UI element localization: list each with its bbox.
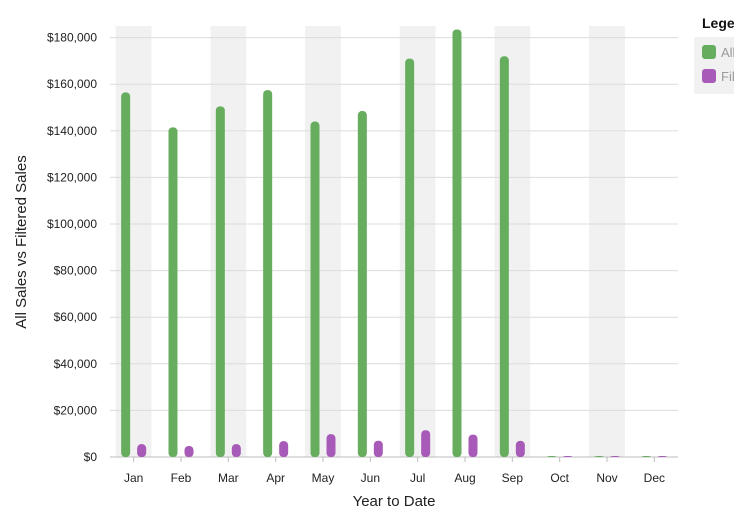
bar-all-feb	[168, 127, 178, 457]
bar-filtered-dec	[657, 456, 667, 457]
bar-filtered-aug	[468, 434, 478, 457]
x-tick-label: Dec	[644, 471, 665, 485]
x-tick-label: Nov	[596, 471, 617, 485]
x-tick-label: Jun	[361, 471, 380, 485]
x-tick-label: Aug	[454, 471, 475, 485]
bar-filtered-oct	[563, 456, 573, 457]
x-tick-label: Sep	[502, 471, 524, 485]
bar-all-mar	[215, 106, 225, 458]
bar-filtered-jun	[373, 440, 383, 457]
x-tick-label: Mar	[218, 471, 239, 485]
y-tick-label: $60,000	[54, 310, 98, 324]
bars	[121, 29, 667, 458]
y-tick-label: $80,000	[54, 264, 98, 278]
bar-all-may	[310, 121, 320, 457]
bar-all-nov	[594, 456, 604, 457]
y-tick-label: $0	[84, 450, 98, 464]
x-tick-label: Jan	[124, 471, 143, 485]
y-tick-label: $180,000	[47, 31, 97, 45]
x-tick-label: Jul	[410, 471, 425, 485]
y-axis-ticks: $0 $20,000 $40,000 $60,000 $80,000 $100,000 $1…	[47, 31, 97, 464]
bar-all-jun	[357, 111, 367, 458]
alternating-bands	[115, 26, 625, 457]
bar-all-aug	[452, 29, 462, 457]
bar-all-apr	[263, 90, 273, 457]
band-jan	[115, 26, 152, 457]
legend-label-filtered: Fil	[721, 69, 734, 84]
y-tick-label: $40,000	[54, 357, 98, 371]
bar-all-jul	[405, 58, 415, 458]
band-sep	[494, 26, 531, 457]
x-tick-label: Apr	[266, 471, 285, 485]
y-tick-label: $100,000	[47, 217, 97, 231]
legend-label-all: All	[721, 45, 734, 60]
band-mar	[210, 26, 247, 457]
y-tick-label: $160,000	[47, 77, 97, 91]
x-tick-label: May	[312, 471, 335, 485]
bar-filtered-may	[326, 434, 336, 457]
bar-filtered-feb	[184, 446, 194, 457]
band-nov	[589, 26, 625, 457]
y-tick-label: $140,000	[47, 124, 97, 138]
bar-filtered-nov	[610, 456, 620, 457]
bar-filtered-mar	[231, 444, 241, 457]
x-tick-label: Oct	[550, 471, 569, 485]
y-tick-label: $20,000	[54, 403, 98, 417]
y-tick-label: $120,000	[47, 170, 97, 184]
bar-filtered-apr	[279, 441, 289, 457]
legend-swatch-all	[702, 45, 716, 59]
band-jul	[399, 26, 436, 457]
band-may	[305, 26, 341, 457]
bar-filtered-jan	[137, 444, 147, 457]
bar-all-oct	[547, 456, 557, 457]
gridlines	[110, 37, 678, 458]
y-axis-label: All Sales vs Filtered Sales	[13, 155, 30, 328]
x-axis-ticks: Jan Feb Mar Apr May Jun Jul Aug Sep Oct Nov Dec	[124, 457, 665, 485]
x-tick-label: Feb	[171, 471, 192, 485]
x-axis-label: Year to Date	[353, 493, 436, 510]
bar-all-jan	[121, 92, 131, 457]
bar-all-dec	[641, 456, 651, 457]
legend-title: Legen	[702, 15, 734, 31]
bar-filtered-jul	[421, 430, 431, 457]
legend-swatch-filtered	[702, 69, 716, 83]
bar-filtered-sep	[515, 440, 525, 457]
bar-all-sep	[499, 56, 509, 457]
